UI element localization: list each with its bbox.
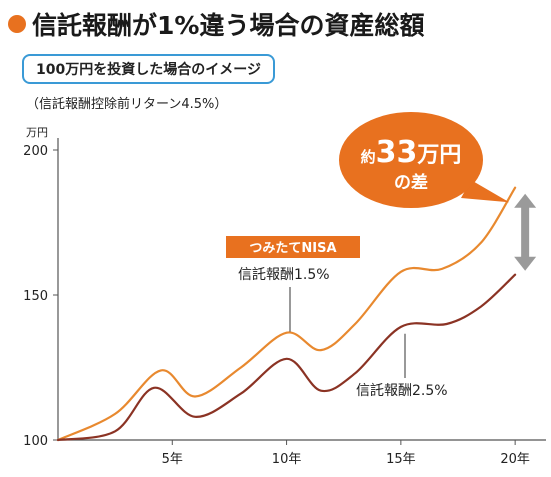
bubble-tail <box>461 180 510 203</box>
difference-arrow-shaft <box>521 205 530 259</box>
difference-value-label: 約33万円 <box>361 135 462 170</box>
x-tick-label: 15年 <box>386 452 416 467</box>
difference-arrow-down-icon <box>514 256 537 271</box>
chart-title: 信託報酬が1%違う場合の資産総額 <box>8 6 424 42</box>
series-line-fee-2-5 <box>56 273 517 442</box>
difference-value: 33 <box>376 135 418 170</box>
series-line-fee-1-5 <box>56 186 517 442</box>
chart-series <box>56 186 517 442</box>
y-tick-label: 150 <box>23 289 48 304</box>
difference-suffix: の差 <box>394 172 428 193</box>
nisa-badge <box>226 236 360 258</box>
chart-labels: つみたてNISA 信託報酬1.5% 信託報酬2.5% <box>226 193 537 399</box>
difference-arrow-up-icon <box>514 193 537 208</box>
y-tick-label: 200 <box>23 144 48 159</box>
difference-unit: 万円 <box>416 143 461 168</box>
nisa-badge-label: つみたてNISA <box>249 241 336 256</box>
chart-axes: 万円 100 150 200 5年 10年 15年 20年 <box>23 126 546 467</box>
chart-subtitle: 100万円を投資した場合のイメージ <box>22 54 275 84</box>
x-tick-label: 20年 <box>500 452 530 467</box>
chart-note: （信託報酬控除前リターン4.5%） <box>26 97 228 112</box>
x-tick-label: 10年 <box>272 452 302 467</box>
bubble-ellipse <box>339 112 483 208</box>
bullet-dot-icon <box>8 15 26 33</box>
series-label-fee-1-5: 信託報酬1.5% <box>238 267 330 283</box>
series-label-fee-2-5: 信託報酬2.5% <box>356 383 448 399</box>
x-tick-label: 5年 <box>162 452 183 467</box>
difference-prefix: 約 <box>361 148 376 166</box>
y-axis-unit: 万円 <box>26 126 48 139</box>
chart-title-text: 信託報酬が1%違う場合の資産総額 <box>32 11 425 40</box>
y-tick-label: 100 <box>23 434 48 449</box>
